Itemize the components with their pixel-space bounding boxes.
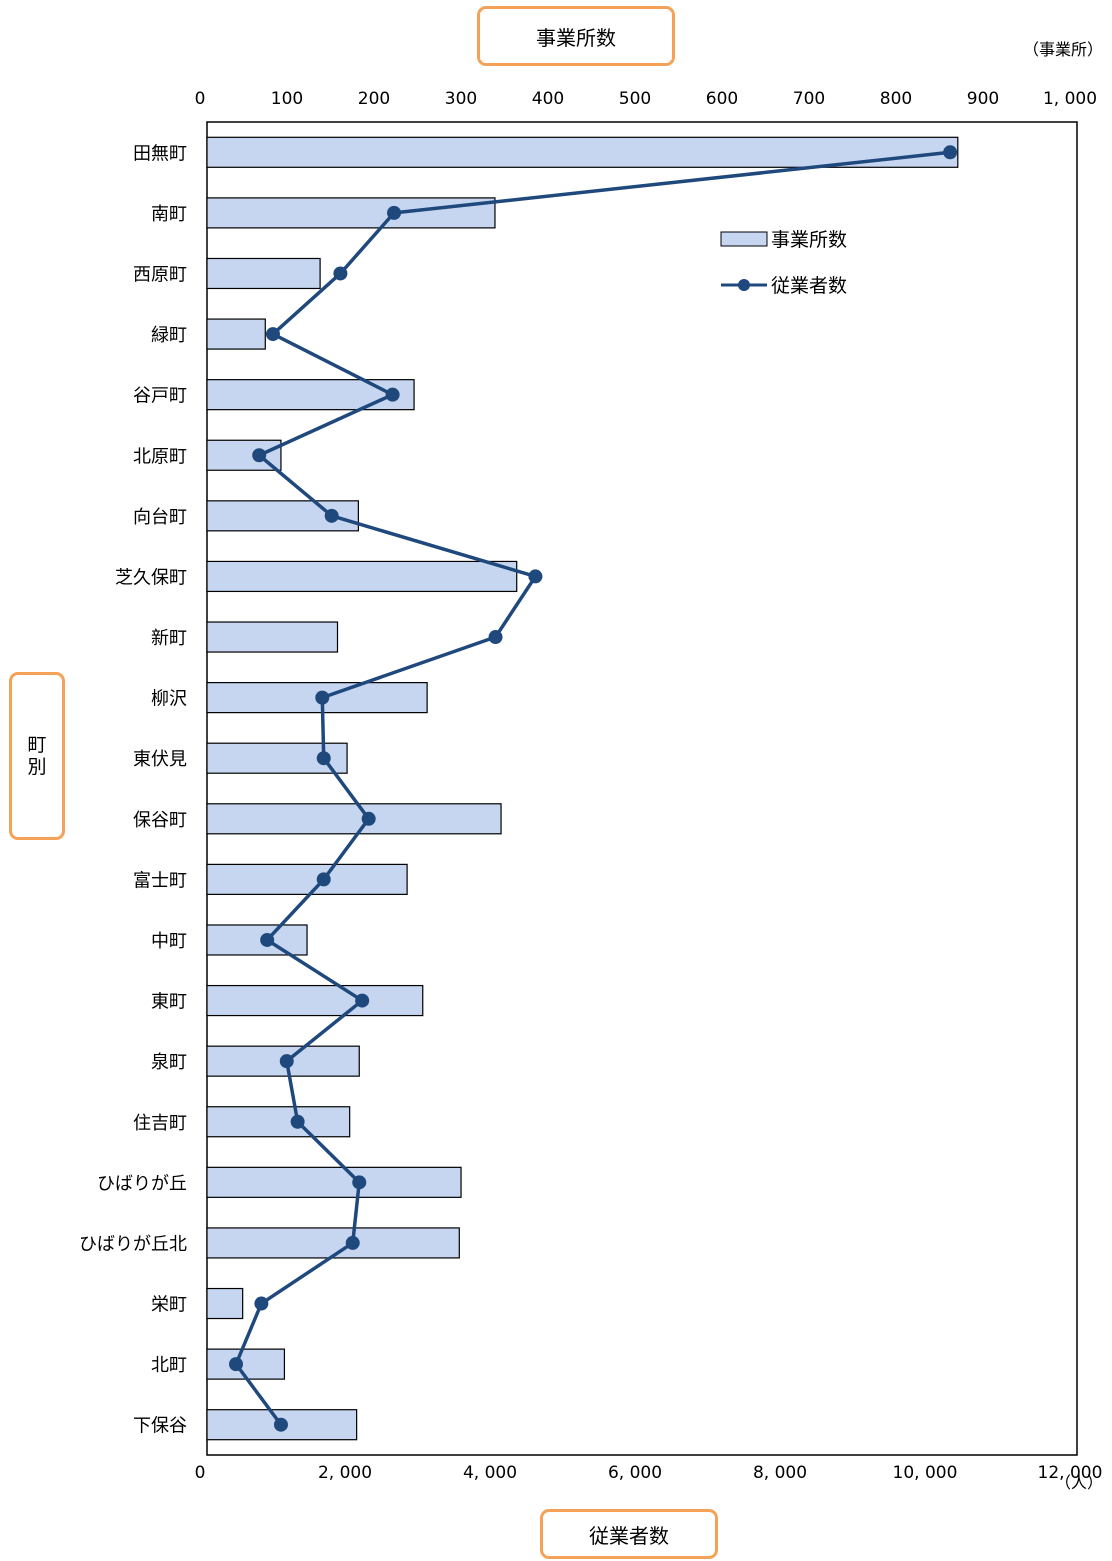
top-tick-label: 900 (967, 89, 999, 109)
line-point (352, 1175, 367, 1190)
line-point (316, 751, 331, 766)
top-axis-ticks: 0 100 200 300 400 500 600 700 800 900 1, 000 (195, 89, 1097, 109)
bar (206, 1166, 462, 1198)
bar (206, 803, 502, 835)
bar-series (206, 136, 959, 1441)
bar (206, 621, 339, 653)
bar (206, 1227, 460, 1259)
category-label: 北原町 (133, 446, 187, 467)
bar (206, 136, 959, 168)
line-point (290, 1114, 305, 1129)
bottom-tick-label: 12, 000 (1038, 1463, 1103, 1483)
top-tick-label: 400 (532, 89, 564, 109)
bottom-tick-label: 6, 000 (608, 1463, 662, 1483)
category-label: 緑町 (151, 325, 187, 346)
line-point (528, 569, 543, 584)
category-label: 新町 (151, 628, 187, 649)
category-label: 芝久保町 (115, 567, 187, 588)
bottom-tick-label: 4, 000 (463, 1463, 517, 1483)
bar (206, 318, 266, 350)
bottom-tick-label: 10, 000 (893, 1463, 958, 1483)
category-label: 向台町 (133, 507, 187, 528)
category-label: 柳沢 (151, 689, 187, 710)
line-point (315, 690, 330, 705)
bar (206, 984, 424, 1017)
top-tick-label: 0 (195, 89, 206, 109)
line-point (488, 630, 503, 645)
line-point (316, 872, 331, 887)
line-point (361, 811, 376, 826)
bar (206, 197, 496, 229)
category-label: 泉町 (151, 1052, 187, 1073)
top-tick-label: 800 (880, 89, 912, 109)
category-label: 中町 (151, 931, 187, 952)
line-series (229, 145, 958, 1432)
bar (206, 863, 408, 895)
line-point (355, 993, 370, 1008)
line-point (324, 508, 339, 523)
top-tick-label: 700 (793, 89, 825, 109)
top-tick-label: 1, 000 (1043, 89, 1097, 109)
bottom-axis-title: 従業者数 (540, 1509, 718, 1559)
legend-bar-swatch (720, 231, 768, 247)
category-label: ひばりが丘北 (79, 1234, 187, 1255)
y-axis-title-char: 町 (27, 734, 47, 756)
legend-line-marker (738, 279, 750, 291)
top-tick-label: 600 (706, 89, 738, 109)
line-point (943, 145, 958, 160)
category-label: 田無町 (133, 143, 187, 164)
line-point (333, 266, 348, 281)
line-point (260, 932, 275, 947)
category-labels: 田無町南町西原町緑町谷戸町北原町向台町芝久保町新町柳沢東伏見保谷町富士町中町東町… (79, 143, 187, 1436)
category-label: 谷戸町 (133, 386, 187, 407)
bottom-axis-ticks: 0 2, 000 4, 000 6, 000 8, 000 10, 000 12, 000 (195, 1463, 1103, 1483)
line-point (387, 205, 402, 220)
bar (206, 1348, 286, 1380)
legend-line-label: 従業者数 (771, 275, 847, 297)
category-label: 下保谷 (133, 1416, 187, 1437)
bottom-tick-label: 2, 000 (318, 1463, 372, 1483)
category-label: 東伏見 (133, 749, 187, 770)
top-axis-unit: （事業所） (1023, 40, 1103, 59)
line-point (345, 1235, 360, 1250)
category-label: 南町 (151, 204, 187, 225)
category-label: 栄町 (151, 1295, 187, 1316)
bar (206, 1287, 244, 1320)
category-label: 北町 (151, 1355, 187, 1376)
category-label: 住吉町 (133, 1113, 187, 1134)
top-tick-label: 300 (445, 89, 477, 109)
bar (206, 1106, 351, 1138)
category-label: 東町 (151, 992, 187, 1013)
category-label: 富士町 (133, 870, 187, 891)
legend-bar-label: 事業所数 (771, 229, 847, 251)
top-tick-label: 100 (271, 89, 303, 109)
bar (206, 379, 415, 411)
y-axis-title-text: 町別 (27, 734, 46, 778)
bar (206, 924, 308, 956)
category-label: 西原町 (133, 264, 187, 285)
legend: 事業所数 従業者数 (720, 229, 847, 297)
line-point (265, 327, 280, 342)
line-point (385, 387, 400, 402)
bottom-tick-label: 0 (195, 1463, 206, 1483)
top-tick-label: 500 (619, 89, 651, 109)
line-point (252, 448, 267, 463)
bar (206, 560, 518, 593)
bar (206, 257, 321, 290)
bottom-axis-unit: （人） (1055, 1473, 1103, 1492)
y-axis-title-char: 別 (27, 756, 47, 778)
series-line (234, 150, 951, 1426)
category-label: ひばりが丘 (97, 1173, 187, 1194)
line-point (273, 1417, 288, 1432)
line-point (279, 1054, 294, 1069)
y-axis-title: 町別 (9, 672, 65, 840)
top-tick-label: 200 (358, 89, 390, 109)
bottom-tick-label: 8, 000 (753, 1463, 807, 1483)
line-point (254, 1296, 269, 1311)
top-axis-title: 事業所数 (477, 6, 675, 66)
category-label: 保谷町 (133, 810, 187, 831)
line-point (229, 1357, 243, 1372)
